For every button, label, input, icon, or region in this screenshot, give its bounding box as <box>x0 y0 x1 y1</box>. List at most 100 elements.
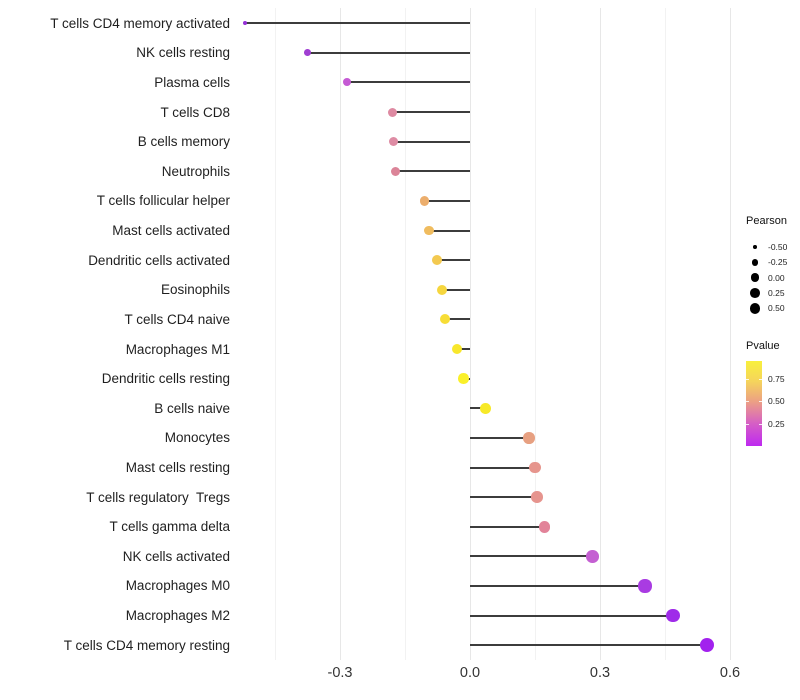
category-label: Plasma cells <box>154 74 230 90</box>
lollipop-segment <box>441 288 470 291</box>
size-legend-label: 0.50 <box>768 303 785 314</box>
lollipop-dot <box>699 638 714 653</box>
category-label: Mast cells resting <box>125 460 230 475</box>
lollipop-segment <box>470 525 545 528</box>
lollipop-dot <box>342 78 351 87</box>
lollipop-dot <box>388 107 398 117</box>
lollipop-segment <box>470 644 707 647</box>
color-legend-tick-label: 0.25 <box>768 418 785 429</box>
lollipop-dot <box>458 373 469 384</box>
lollipop-segment <box>457 348 470 351</box>
minor-gridline <box>405 8 406 660</box>
lollipop-dot <box>431 255 442 266</box>
category-label: NK cells activated <box>122 548 230 564</box>
gradient-tick <box>746 401 749 403</box>
category-label: Eosinophils <box>160 282 230 298</box>
size-legend-label: 0.00 <box>768 272 785 283</box>
x-tick-label: 0.3 <box>589 665 611 681</box>
category-label: T cells gamma delta <box>109 519 230 535</box>
minor-gridline <box>275 8 276 660</box>
category-label: T cells follicular helper <box>96 193 230 209</box>
size-legend-label: -0.25 <box>768 257 788 268</box>
lollipop-dot <box>436 284 447 295</box>
x-tick-label: 0.6 <box>719 665 741 681</box>
lollipop-dot <box>638 579 652 593</box>
color-legend-tick-label: 0.50 <box>768 396 785 407</box>
lollipop-dot <box>586 550 599 563</box>
lollipop-dot <box>419 196 430 206</box>
category-label: NK cells resting <box>136 45 230 61</box>
lollipop-dot <box>531 491 543 503</box>
pvalue-gradient-bar <box>746 361 762 446</box>
lollipop-dot <box>451 343 463 355</box>
lollipop-dot <box>424 225 435 236</box>
size-legend-label: -0.50 <box>768 242 788 252</box>
category-label: Dendritic cells activated <box>88 252 230 268</box>
category-label: Neutrophils <box>161 163 230 179</box>
lollipop-dot <box>529 461 541 474</box>
lollipop-segment <box>444 318 470 321</box>
size-legend-dot <box>749 302 761 314</box>
plot-panel <box>237 8 733 660</box>
lollipop-segment <box>470 555 593 558</box>
minor-gridline <box>664 8 666 660</box>
category-label: Monocytes <box>164 430 230 446</box>
lollipop-segment <box>429 229 470 232</box>
lollipop-segment <box>244 22 470 25</box>
lollipop-dot <box>439 314 450 325</box>
lollipop-dot <box>666 608 680 623</box>
lollipop-segment <box>470 466 535 469</box>
size-legend-dot <box>751 258 759 266</box>
size-legend-label: 0.25 <box>768 287 785 298</box>
lollipop-segment <box>393 140 470 143</box>
category-label: B cells naive <box>154 400 230 416</box>
x-tick-label: 0.0 <box>459 665 481 681</box>
color-legend-title: Pvalue <box>746 340 780 352</box>
color-legend-tick-label: 0.75 <box>768 373 785 384</box>
major-gridline <box>729 8 731 660</box>
major-gridline <box>340 8 341 660</box>
lollipop-segment <box>470 436 529 439</box>
lollipop-segment <box>424 199 470 202</box>
lollipop-segment <box>470 584 646 587</box>
category-label: Macrophages M2 <box>125 608 230 624</box>
x-tick-label: -0.3 <box>327 665 353 681</box>
gradient-tick <box>759 401 762 403</box>
category-label: T cells CD4 naive <box>124 311 230 327</box>
lollipop-segment <box>392 111 470 114</box>
category-label: Macrophages M0 <box>125 578 230 594</box>
lollipop-segment <box>470 407 486 410</box>
category-label: T cells CD8 <box>160 104 230 120</box>
lollipop-segment <box>470 496 538 499</box>
major-gridline <box>470 8 471 660</box>
category-label: Macrophages M1 <box>125 341 230 357</box>
major-gridline <box>599 8 601 660</box>
gradient-tick <box>746 423 749 425</box>
category-label: T cells CD4 memory resting <box>63 637 230 653</box>
lollipop-segment <box>436 259 470 262</box>
category-label: Mast cells activated <box>112 223 230 239</box>
lollipop-dot <box>304 49 311 57</box>
size-legend-dot <box>750 273 760 282</box>
category-label: B cells memory <box>137 134 230 150</box>
category-label: Dendritic cells resting <box>101 371 230 387</box>
legend: Pearson -0.50 -0.25 0.00 0.25 0.50 Pvalue 0.… <box>733 0 800 700</box>
category-label: T cells CD4 memory activated <box>50 15 230 31</box>
size-legend-title: Pearson <box>746 215 787 227</box>
lollipop-segment <box>346 81 470 84</box>
gradient-tick <box>746 378 749 380</box>
category-label: T cells regulatory Tregs <box>86 489 230 505</box>
lollipop-dot <box>523 432 535 444</box>
lollipop-dot <box>242 21 247 26</box>
lollipop-dot <box>538 520 551 533</box>
size-legend-dot <box>750 288 760 298</box>
lollipop-segment <box>395 170 470 173</box>
lollipop-dot <box>388 137 398 147</box>
lollipop-segment <box>307 51 470 54</box>
minor-gridline <box>534 8 536 660</box>
lollipop-dot <box>479 402 491 414</box>
gradient-tick <box>759 423 762 425</box>
lollipop-dot <box>391 166 401 176</box>
gradient-tick <box>759 378 762 380</box>
